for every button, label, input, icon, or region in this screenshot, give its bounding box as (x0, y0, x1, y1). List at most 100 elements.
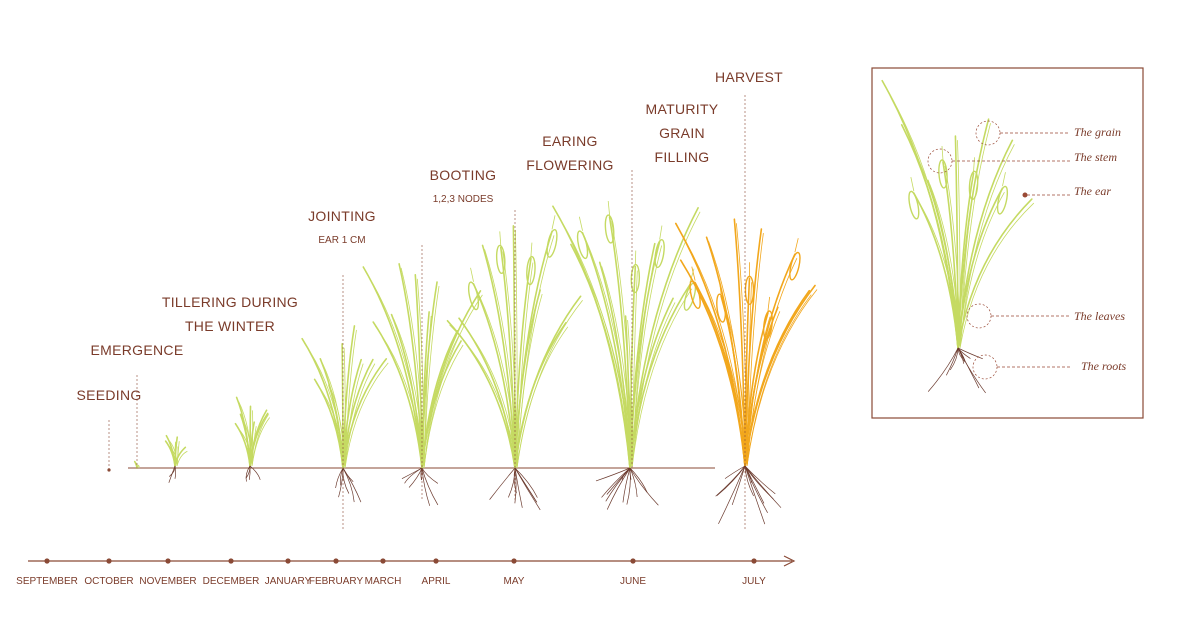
plant (301, 325, 389, 503)
leaf (342, 358, 388, 469)
leaf (514, 295, 582, 469)
plant (362, 263, 483, 506)
leaf (581, 231, 631, 469)
month-dot (433, 558, 439, 564)
root (927, 347, 959, 392)
awn (973, 157, 975, 172)
leaf (137, 465, 140, 469)
leaf (733, 218, 746, 467)
month-label: SEPTEMBER (16, 576, 78, 587)
awn (1002, 172, 1006, 187)
leaf (915, 196, 961, 349)
root (514, 467, 541, 511)
root (629, 467, 648, 493)
root (718, 465, 746, 525)
ear (716, 293, 727, 323)
plant (234, 396, 271, 482)
stage-label: SEEDING (76, 387, 141, 403)
root (421, 467, 431, 506)
root (744, 465, 766, 525)
stage-label: MATURITY (646, 101, 719, 117)
awn (767, 296, 771, 311)
leaf (251, 414, 269, 467)
callout-dot (1022, 192, 1028, 198)
month-dot (333, 558, 339, 564)
awn (941, 145, 944, 160)
ear (908, 190, 920, 220)
root (514, 467, 538, 498)
root (724, 465, 746, 479)
part-label: The stem (1074, 150, 1117, 164)
root (744, 465, 782, 508)
stage-label: THE WINTER (185, 318, 275, 334)
leaf (694, 281, 746, 467)
awn (719, 280, 722, 295)
root (421, 467, 439, 484)
root (949, 347, 959, 371)
leaf (881, 79, 959, 349)
root (629, 467, 659, 506)
leaf (421, 281, 438, 469)
root (408, 467, 423, 488)
month-dot (106, 558, 112, 564)
month-dot (228, 558, 234, 564)
root (514, 467, 523, 508)
callout-circle (972, 354, 998, 380)
root (744, 465, 776, 495)
ear (604, 214, 615, 244)
root (716, 465, 746, 496)
leaf (629, 283, 691, 469)
seed (107, 468, 111, 472)
leaf (481, 244, 516, 469)
root (168, 465, 176, 477)
leaf (472, 283, 516, 469)
stage-label: EARING (542, 133, 597, 149)
root (489, 467, 516, 500)
plant (552, 200, 701, 510)
ear (526, 255, 536, 286)
awn (470, 267, 474, 282)
plant (881, 79, 1035, 394)
leaf (629, 265, 637, 469)
leaf (572, 248, 633, 469)
stage-sublabel: 1,2,3 NODES (433, 194, 494, 205)
part-label: The roots (1081, 359, 1127, 373)
root (606, 467, 631, 510)
ear (576, 230, 589, 260)
awn (659, 225, 663, 240)
root (335, 467, 344, 489)
ear (467, 281, 480, 311)
month-dot (285, 558, 291, 564)
part-label: The leaves (1074, 309, 1125, 323)
stage-label: JOINTING (308, 208, 376, 224)
part-label: The grain (1074, 125, 1121, 139)
ear (789, 251, 801, 281)
month-label: OCTOBER (84, 576, 133, 587)
root (421, 467, 439, 506)
plant (674, 218, 818, 525)
month-dot (751, 558, 757, 564)
root (342, 467, 362, 503)
part-label: The ear (1074, 184, 1111, 198)
leaf (746, 289, 818, 467)
leaf (682, 263, 748, 467)
leaf (883, 84, 961, 349)
ear (996, 185, 1009, 215)
leaf (677, 227, 748, 467)
month-label: DECEMBER (203, 576, 260, 587)
root (338, 467, 344, 498)
ear (495, 244, 506, 275)
leaf (959, 144, 1015, 349)
leaf (458, 317, 516, 469)
timeline-arrow (783, 555, 796, 567)
leaf (954, 135, 959, 349)
leaf (414, 273, 423, 469)
ear (546, 228, 558, 258)
ear (938, 159, 948, 189)
root (957, 347, 983, 360)
root (957, 347, 971, 359)
root (731, 465, 746, 506)
leaf (516, 262, 534, 469)
inset-frame (871, 67, 1144, 419)
stage-label: EMERGENCE (91, 342, 184, 358)
